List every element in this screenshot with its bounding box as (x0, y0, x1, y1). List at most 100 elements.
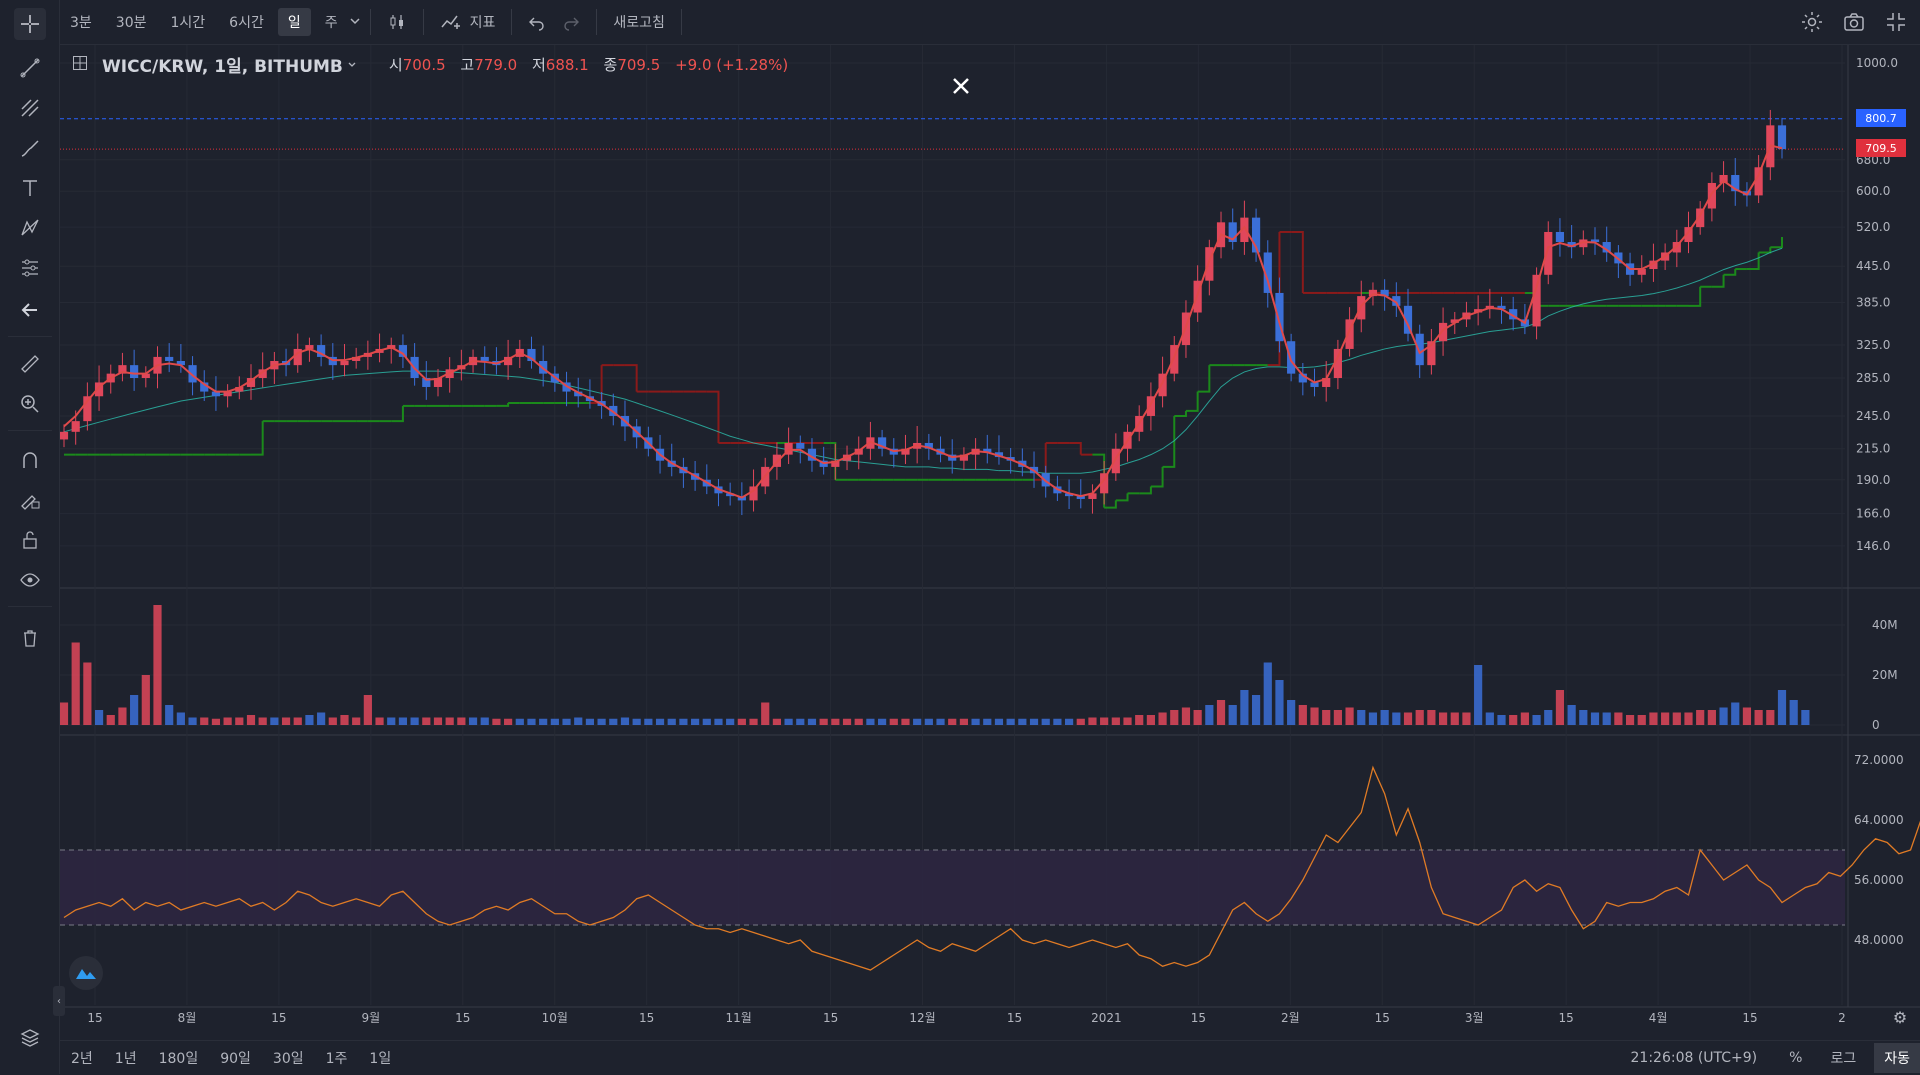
timeframe-button-active[interactable]: 일 (278, 8, 311, 36)
range-button[interactable]: 1년 (104, 1044, 148, 1072)
indicators-button[interactable]: 지표 (432, 8, 504, 36)
timeframe-button[interactable]: 30분 (106, 8, 157, 36)
ruler-icon[interactable] (14, 348, 46, 380)
percent-scale-button[interactable]: % (1779, 1045, 1812, 1071)
chevron-down-icon[interactable] (347, 55, 357, 74)
volume-bar (972, 719, 980, 725)
timeframe-button[interactable]: 3분 (60, 8, 102, 36)
volume-bar (1299, 705, 1307, 725)
volume-bar (1462, 713, 1470, 726)
fullscreen-exit-icon[interactable] (1882, 8, 1910, 36)
symbol-title[interactable]: WICC/KRW, 1일, BITHUMB (102, 52, 343, 77)
auto-scale-button[interactable]: 자동 (1874, 1043, 1920, 1073)
redo-button[interactable] (554, 9, 588, 35)
measure-tool-icon[interactable] (14, 252, 46, 284)
price-axis-label: 190.0 (1856, 473, 1890, 487)
volume-bar (224, 718, 232, 726)
collapse-panel-button[interactable]: ‹ (53, 986, 65, 1016)
candle-body (1778, 125, 1786, 149)
volume-bar (703, 719, 711, 725)
range-button[interactable]: 180일 (148, 1044, 210, 1072)
volume-bar (1018, 719, 1026, 725)
range-button[interactable]: 90일 (209, 1044, 262, 1072)
volume-bar (1603, 713, 1611, 726)
brush-icon[interactable] (14, 132, 46, 164)
volume-bar (1007, 719, 1015, 725)
candle-style-button[interactable] (379, 8, 415, 36)
volume-bar (843, 719, 851, 725)
refresh-button[interactable]: 새로고침 (605, 8, 673, 36)
trash-icon[interactable] (14, 622, 46, 654)
unlock-icon[interactable] (14, 524, 46, 556)
zoom-in-icon[interactable] (14, 388, 46, 420)
range-button[interactable]: 2년 (60, 1044, 104, 1072)
volume-bar (317, 713, 325, 726)
compare-grid-icon[interactable] (72, 55, 88, 75)
oscillator-axis-label: 56.0000 (1854, 873, 1904, 887)
lock-drawing-icon[interactable] (14, 484, 46, 516)
volume-bar (1731, 703, 1739, 726)
timeframe-button[interactable]: 1시간 (161, 8, 216, 36)
chevron-down-icon[interactable] (348, 13, 362, 32)
magnet-icon[interactable] (14, 444, 46, 476)
fib-tool-icon[interactable] (14, 92, 46, 124)
time-axis-label: 15 (1007, 1011, 1022, 1025)
close-icon[interactable] (945, 70, 977, 102)
volume-bar (95, 710, 103, 725)
candle-body (130, 365, 138, 378)
change-value: +9.0 (+1.28%) (675, 56, 788, 74)
time-axis-label: 10월 (542, 1011, 568, 1025)
volume-bar (200, 718, 208, 726)
volume-bar (1345, 708, 1353, 726)
volume-bar (1053, 719, 1061, 725)
layers-icon[interactable] (14, 1022, 46, 1054)
volume-bar (925, 719, 933, 725)
volume-bar (714, 719, 722, 725)
eye-icon[interactable] (14, 564, 46, 596)
volume-bar (1369, 713, 1377, 726)
trend-line-icon[interactable] (14, 52, 46, 84)
trailing-stop-segment (1139, 486, 1151, 493)
volume-bar (1334, 710, 1342, 725)
volume-bar (1065, 719, 1073, 725)
volume-bar (1182, 708, 1190, 726)
settings-gear-icon[interactable] (1798, 8, 1826, 36)
clock-display[interactable]: 21:26:08 (UTC+9) (1631, 1050, 1758, 1066)
volume-bar (1743, 708, 1751, 726)
volume-bar (1158, 713, 1166, 726)
candle-body (1287, 341, 1295, 373)
time-axis-label: 4월 (1649, 1011, 1668, 1025)
volume-bar (177, 713, 185, 726)
volume-bar (1416, 710, 1424, 725)
timeframe-button[interactable]: 6시간 (219, 8, 274, 36)
trailing-stop-segment (1174, 411, 1186, 416)
volume-bar (656, 719, 664, 725)
time-axis-label: 3월 (1465, 1011, 1484, 1025)
volume-bar (1217, 700, 1225, 725)
pattern-tool-icon[interactable] (14, 212, 46, 244)
volume-bar (1170, 710, 1178, 725)
back-arrow-icon[interactable] (14, 294, 46, 326)
range-button[interactable]: 1주 (315, 1044, 359, 1072)
time-axis-label: 15 (455, 1011, 470, 1025)
volume-bar (1123, 718, 1131, 726)
range-button[interactable]: 1일 (358, 1044, 402, 1072)
range-button[interactable]: 30일 (262, 1044, 315, 1072)
undo-icon (528, 13, 546, 31)
camera-icon[interactable] (1840, 8, 1868, 36)
candle-body (1708, 183, 1716, 209)
log-scale-button[interactable]: 로그 (1820, 1043, 1866, 1073)
volume-bar (235, 718, 243, 726)
volume-bar (492, 719, 500, 725)
volume-bar (1591, 713, 1599, 726)
volume-bar (1112, 718, 1120, 726)
volume-bar (633, 719, 641, 725)
timeframe-button[interactable]: 주 (315, 8, 348, 36)
undo-button[interactable] (520, 9, 554, 35)
time-axis-label: 15 (1742, 1011, 1757, 1025)
volume-bar (983, 719, 991, 725)
text-tool-icon[interactable] (14, 172, 46, 204)
volume-bar (1579, 710, 1587, 725)
crosshair-icon[interactable] (14, 8, 46, 40)
